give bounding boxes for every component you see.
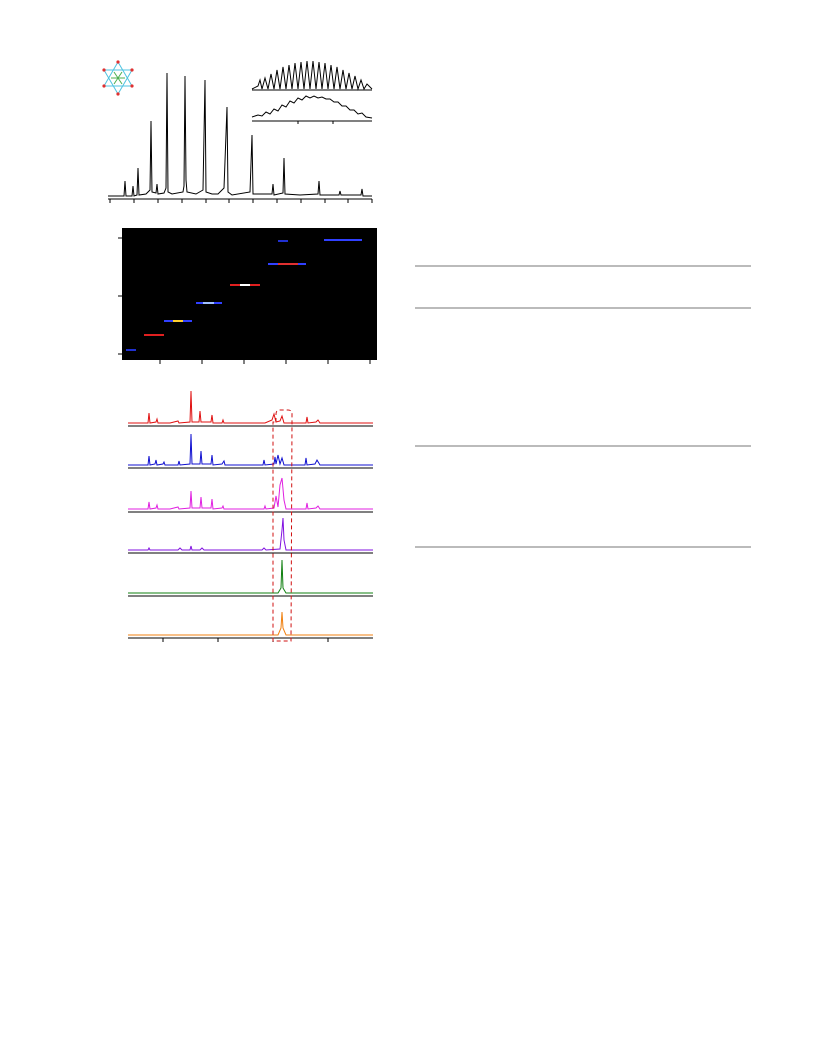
heatmap-y-ticks (118, 237, 122, 355)
panel-magenta (128, 477, 373, 513)
atoms (102, 60, 134, 96)
heatmap-traces (126, 239, 362, 351)
heatmap-x-ticks (159, 360, 371, 364)
heatmap (118, 228, 377, 364)
triangle-down (103, 69, 133, 95)
triangle-up (103, 61, 133, 87)
panel-blue (128, 433, 373, 469)
panel-purple (128, 517, 373, 554)
x-ticks (109, 199, 373, 203)
inset (251, 60, 373, 124)
inset-ticks (297, 121, 334, 124)
panel-orange (128, 611, 373, 642)
molecule-icon (102, 60, 134, 96)
heatmap-background (122, 228, 377, 360)
highlight-box (272, 409, 293, 642)
x-ticks (162, 638, 329, 642)
top-spectrum (108, 72, 373, 203)
bond (113, 71, 123, 85)
inset-lower (251, 95, 373, 119)
panel-green (128, 559, 373, 597)
panel-red (128, 390, 373, 427)
spectrum-line (108, 72, 372, 197)
inset-upper (251, 60, 373, 91)
stacked-spectra (128, 390, 373, 642)
